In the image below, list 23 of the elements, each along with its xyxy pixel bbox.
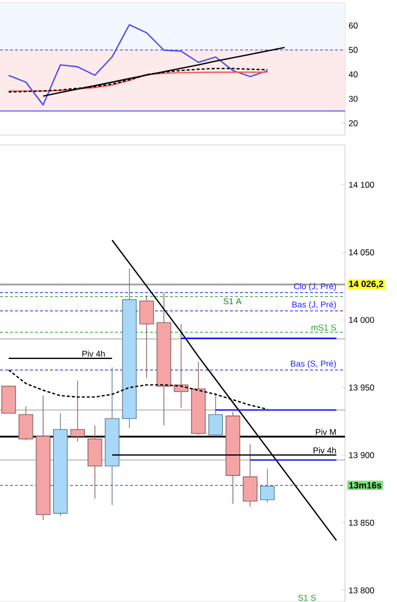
ref-line-label: Piv M bbox=[316, 428, 336, 435]
y-tick-label: 13 800 bbox=[349, 587, 374, 594]
y-tick-label: 60 bbox=[348, 22, 358, 28]
y-tick-label: 14 050 bbox=[349, 249, 374, 256]
y-tick-label: 13 950 bbox=[349, 384, 374, 391]
y-tick-label: 40 bbox=[348, 71, 358, 78]
ref-line-label: Clo (J, Pré) bbox=[294, 282, 336, 291]
ref-line-label: S1 A bbox=[224, 298, 242, 304]
ref-line-label: mS1 S bbox=[312, 324, 336, 331]
y-tick-label: 30 bbox=[348, 96, 358, 102]
series-label: Piv 4h bbox=[314, 447, 336, 454]
series-label: Piv 4h bbox=[82, 350, 105, 357]
ref-line-label: Bas (S, Pré) bbox=[290, 360, 336, 368]
y-tick-label: 20 bbox=[348, 120, 358, 126]
ref-line-label: 13m16s bbox=[349, 482, 382, 488]
y-tick-label: 14 100 bbox=[349, 182, 374, 188]
y-tick-label: 14 000 bbox=[349, 316, 374, 323]
ref-line-label: Bas (J, Pré) bbox=[292, 301, 336, 310]
y-tick-label: 13 850 bbox=[349, 520, 374, 526]
y-tick-label: 50 bbox=[348, 46, 358, 53]
annotation: S1 S bbox=[298, 594, 316, 601]
ref-line-label: 14 026,2 bbox=[349, 280, 384, 288]
y-tick-label: 13 900 bbox=[349, 452, 374, 458]
